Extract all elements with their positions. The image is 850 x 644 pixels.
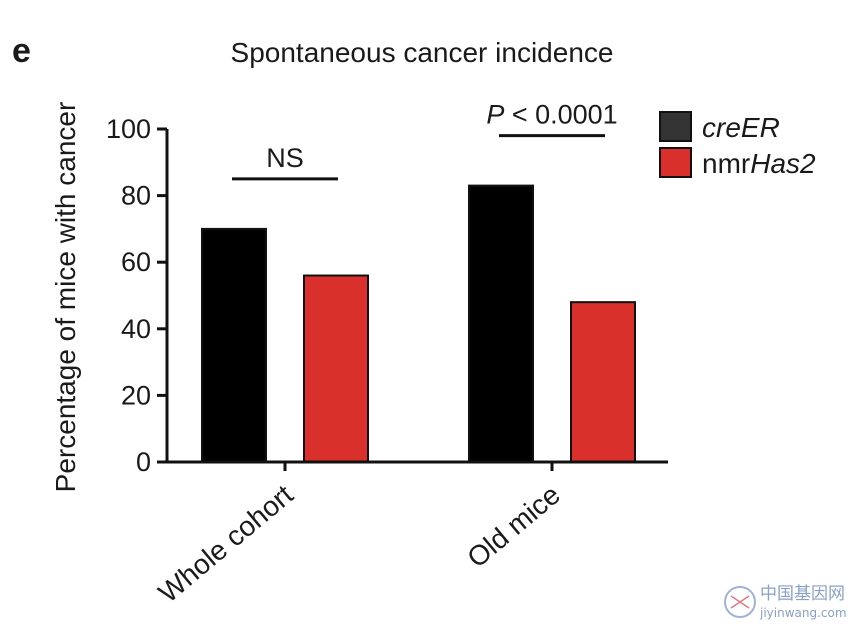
y-axis-label: Percentage of mice with cancer (50, 102, 81, 493)
bars (201, 184, 636, 464)
significance-label: P < 0.0001 (486, 100, 617, 130)
significance-annotations: NS P < 0.0001 (232, 100, 618, 181)
legend: creER nmrHas2 (659, 111, 816, 179)
bar-creer-1 (468, 184, 534, 464)
y-tick-label: 0 (136, 447, 151, 477)
legend-swatch (659, 147, 692, 178)
dna-circle-icon (724, 586, 756, 618)
legend-label: nmrHas2 (702, 148, 816, 179)
panel-letter: e (12, 32, 31, 70)
significance-label: NS (266, 143, 304, 173)
watermark-text-en: jiyinwang.com (759, 606, 847, 620)
y-tick-label: 60 (121, 247, 151, 277)
legend-label: creER (702, 112, 780, 143)
watermark-text-cn: 中国基因网 (760, 584, 845, 604)
bar-creer-0 (201, 227, 267, 463)
y-tick-label: 100 (106, 114, 151, 144)
bar-nmrhas2-0 (303, 274, 369, 463)
bar-nmrhas2-1 (570, 301, 636, 463)
chart-title: Spontaneous cancer incidence (231, 37, 614, 68)
y-tick-label: 80 (121, 181, 151, 211)
y-tick-label: 40 (121, 314, 151, 344)
y-tick-label: 20 (121, 380, 151, 410)
y-axis-ticks: 0 20 40 60 80 100 (106, 114, 167, 477)
category-label: Whole cohort (153, 479, 299, 609)
watermark: 中国基因网 jiyinwang.com (724, 584, 847, 620)
legend-swatch (659, 111, 692, 142)
category-labels: Whole cohort Old mice (153, 462, 566, 609)
category-label: Old mice (461, 479, 566, 574)
